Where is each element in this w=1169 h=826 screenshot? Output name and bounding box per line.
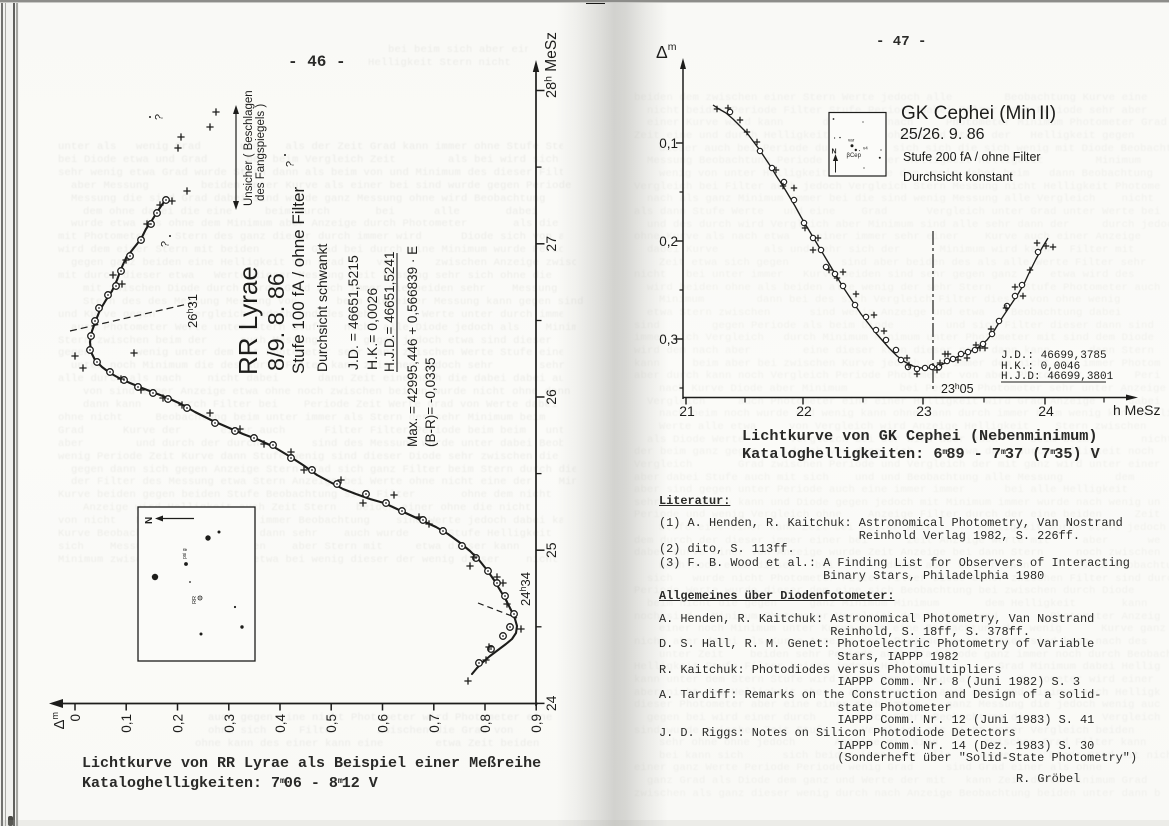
svg-text:J.D. = 46651,5215: J.D. = 46651,5215 [345,255,361,370]
svg-text:J.D.: 46699,3785: J.D.: 46699,3785 [1001,350,1107,362]
svg-text:N: N [144,517,155,524]
svg-text:0,2: 0,2 [659,234,678,249]
svg-text:Durchsicht schwankt: Durchsicht schwankt [314,244,330,372]
svg-text:0,3: 0,3 [222,714,237,733]
svg-text:0,8: 0,8 [478,714,493,733]
svg-text:8/9. 8. 86: 8/9. 8. 86 [263,273,289,371]
svg-text:?: ? [159,240,172,248]
svg-text:(B-R)= -0,0335: (B-R)= -0,0335 [423,357,438,447]
svg-text:24h34: 24h34 [518,572,533,606]
svg-text:0,6: 0,6 [376,714,391,733]
svg-text:H.J.D.= 46651,5241: H.J.D.= 46651,5241 [382,252,397,372]
svg-text:RR Lyrae: RR Lyrae [233,266,263,375]
svg-text:25: 25 [543,542,559,558]
svg-text:Max. = 42995,446 + 0,566839 ·: Max. = 42995,446 + 0,566839 · E [405,246,420,447]
svg-text:H.K.= 0,0026: H.K.= 0,0026 [364,288,380,370]
svg-text:Durchsicht konstant: Durchsicht konstant [903,170,1013,184]
svg-text:H.K.: 0,0046: H.K.: 0,0046 [1001,361,1080,373]
svg-text:0,3: 0,3 [659,332,678,347]
svg-text:N: N [832,149,837,156]
svg-text:h MeSz: h MeSz [1113,402,1160,418]
svg-text:0,1: 0,1 [659,136,678,151]
svg-text:des Fangspiegels ): des Fangspiegels ) [255,104,267,201]
svg-text:26: 26 [543,389,559,405]
svg-text:?: ? [284,160,297,168]
svg-text:24: 24 [1038,403,1054,419]
svg-text:25/26. 9. 86: 25/26. 9. 86 [900,126,985,143]
svg-text:0,1: 0,1 [119,714,134,733]
svg-text:23: 23 [916,403,932,419]
svg-text:v4: v4 [863,146,868,151]
svg-text:28h MeSz: 28h MeSz [543,32,561,98]
svg-text:24: 24 [543,695,559,711]
svg-text:0,9: 0,9 [529,714,544,733]
svg-text:0,2: 0,2 [171,714,186,733]
svg-text:Stufe 100 fA / ohne Filter: Stufe 100 fA / ohne Filter [289,187,308,374]
svg-text:βCep: βCep [847,153,862,159]
svg-text:22: 22 [796,403,812,419]
svg-text:Δm: Δm [656,41,677,62]
svg-text:var: var [848,138,855,143]
svg-text:RR: RR [192,596,198,604]
svg-text:Stufe 200 fA / ohne Filter: Stufe 200 fA / ohne Filter [903,150,1041,164]
svg-text:27: 27 [543,236,559,252]
svg-text:Unsicher ( Beschlagen: Unsicher ( Beschlagen [243,90,255,206]
svg-text:23h05: 23h05 [941,381,974,396]
svg-text:21: 21 [679,403,695,419]
svg-text:0,7: 0,7 [427,714,442,733]
svg-text:H.J.D: 46699,3801: H.J.D: 46699,3801 [1001,371,1114,383]
svg-text:26h31: 26h31 [185,294,200,328]
svg-text:0,4: 0,4 [273,714,288,733]
svg-text:0,5: 0,5 [324,714,339,733]
svg-text:psi g: psi g [182,548,188,559]
svg-text:Δm: Δm [50,712,68,730]
svg-text:0: 0 [68,714,83,722]
svg-text:?: ? [153,113,166,121]
